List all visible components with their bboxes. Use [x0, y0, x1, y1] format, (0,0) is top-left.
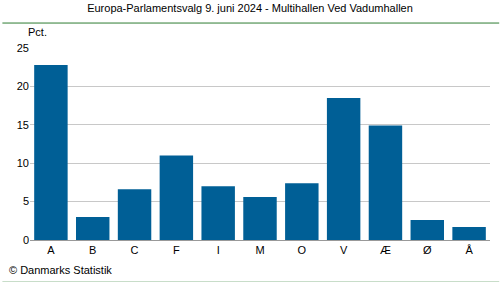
svg-text:10: 10 [17, 157, 29, 169]
svg-text:0: 0 [23, 234, 29, 246]
svg-text:5: 5 [23, 195, 29, 207]
svg-text:20: 20 [17, 80, 29, 92]
svg-text:A: A [47, 244, 55, 256]
svg-text:Ø: Ø [423, 244, 432, 256]
svg-text:Pct.: Pct. [28, 26, 47, 38]
svg-text:25: 25 [17, 42, 29, 54]
svg-text:M: M [255, 244, 264, 256]
svg-text:Europa-Parlamentsvalg 9. juni: Europa-Parlamentsvalg 9. juni 2024 - Mul… [87, 2, 413, 14]
svg-text:I: I [217, 244, 220, 256]
svg-text:Å: Å [465, 244, 473, 256]
svg-text:F: F [173, 244, 180, 256]
svg-text:© Danmarks Statistik: © Danmarks Statistik [9, 264, 112, 276]
svg-text:C: C [131, 244, 139, 256]
svg-text:15: 15 [17, 119, 29, 131]
svg-text:Æ: Æ [380, 244, 391, 256]
svg-text:B: B [89, 244, 96, 256]
svg-text:V: V [340, 244, 348, 256]
svg-text:O: O [298, 244, 307, 256]
